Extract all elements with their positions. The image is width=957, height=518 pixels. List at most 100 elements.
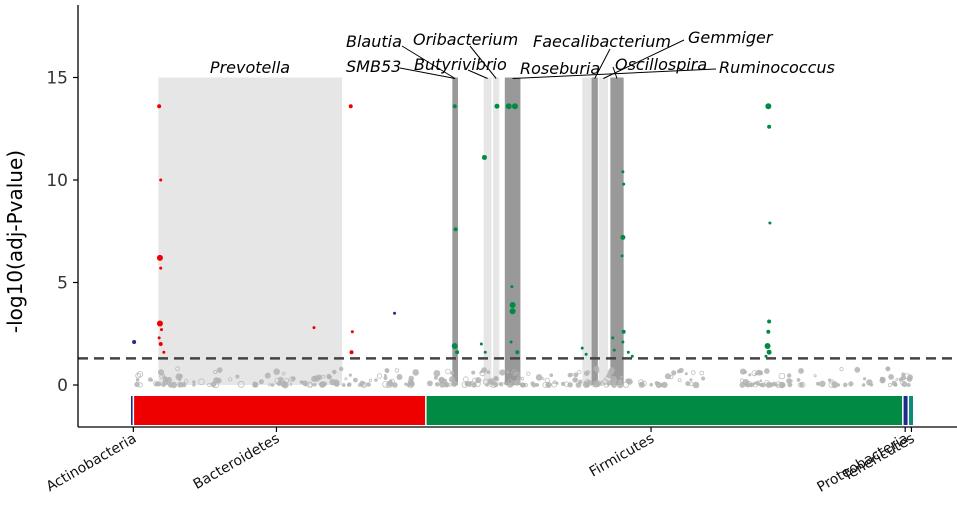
background-point bbox=[192, 383, 196, 387]
leader-line-oscillospira bbox=[612, 66, 618, 79]
background-point bbox=[383, 375, 388, 380]
background-point bbox=[755, 380, 760, 386]
significant-point bbox=[509, 302, 516, 309]
background-point bbox=[862, 377, 867, 381]
background-point bbox=[273, 368, 281, 376]
background-point bbox=[159, 373, 166, 380]
background-point bbox=[322, 381, 328, 387]
phylum-bar bbox=[131, 396, 913, 425]
background-point bbox=[137, 371, 144, 378]
background-point bbox=[207, 382, 212, 387]
background-point bbox=[493, 381, 499, 388]
background-point bbox=[161, 382, 166, 387]
background-point bbox=[753, 381, 757, 385]
genus-label-oscillospira: Oscillospira bbox=[615, 55, 707, 74]
background-point bbox=[551, 381, 558, 388]
background-point bbox=[786, 378, 792, 384]
significant-point bbox=[612, 348, 616, 352]
significant-point bbox=[132, 339, 137, 344]
background-point bbox=[175, 373, 183, 381]
background-point bbox=[879, 377, 886, 384]
background-point bbox=[639, 382, 644, 386]
background-points-layer bbox=[134, 365, 913, 389]
background-point bbox=[819, 380, 826, 387]
background-point bbox=[493, 375, 499, 382]
genus-label-butyrivibrio: Butyrivibrio bbox=[414, 55, 507, 74]
background-point bbox=[274, 377, 281, 385]
background-point bbox=[366, 382, 371, 387]
background-point bbox=[311, 375, 318, 382]
significant-point bbox=[453, 227, 458, 232]
significant-point bbox=[622, 182, 626, 186]
background-point bbox=[276, 380, 282, 386]
leader-line-gemmiger bbox=[603, 39, 685, 79]
significant-point bbox=[611, 336, 615, 340]
significant-point bbox=[483, 350, 487, 354]
background-point bbox=[374, 378, 378, 382]
background-point bbox=[153, 380, 160, 387]
significant-point bbox=[494, 103, 500, 109]
significant-point bbox=[452, 104, 457, 109]
background-point bbox=[888, 373, 894, 380]
significant-point bbox=[767, 124, 772, 129]
background-point bbox=[388, 379, 393, 384]
significant-point bbox=[765, 103, 772, 110]
background-point bbox=[347, 382, 352, 387]
background-point bbox=[575, 378, 578, 382]
background-point bbox=[848, 381, 854, 387]
background-point bbox=[549, 373, 554, 378]
genus-label-roseburia: Roseburia bbox=[520, 59, 600, 78]
phylum-segment-tenericutes bbox=[908, 396, 913, 425]
background-point bbox=[302, 380, 308, 387]
background-point bbox=[482, 378, 489, 385]
significant-point bbox=[767, 319, 772, 324]
background-point bbox=[739, 382, 746, 388]
background-point bbox=[751, 370, 758, 377]
background-point bbox=[506, 370, 510, 374]
background-point bbox=[544, 377, 550, 383]
background-point bbox=[535, 374, 543, 381]
axes bbox=[77, 5, 957, 428]
background-point bbox=[382, 380, 389, 388]
background-point bbox=[433, 369, 441, 377]
background-point bbox=[701, 376, 706, 381]
background-point bbox=[586, 369, 591, 375]
genus-labels: Prevotella Blautia Oribacterium Faecalibact… bbox=[210, 28, 835, 79]
significant-point bbox=[621, 170, 625, 174]
background-point bbox=[569, 372, 574, 377]
background-point bbox=[486, 370, 491, 375]
background-point bbox=[690, 370, 696, 375]
significant-point bbox=[510, 285, 514, 289]
background-point bbox=[678, 367, 684, 373]
x-tick-label-tenericutes: Tenericutes bbox=[839, 431, 917, 485]
background-point bbox=[498, 382, 504, 387]
background-point bbox=[135, 372, 142, 379]
background-point bbox=[312, 382, 317, 387]
background-point bbox=[331, 369, 337, 375]
genus-label-ruminococcus: Ruminococcus bbox=[719, 58, 835, 77]
significant-point bbox=[479, 342, 483, 346]
background-point bbox=[813, 374, 817, 378]
background-point bbox=[659, 383, 664, 387]
background-point bbox=[264, 372, 271, 379]
highlight-blautia bbox=[452, 77, 458, 385]
background-point bbox=[530, 381, 535, 386]
significant-points-layer bbox=[132, 103, 772, 358]
significant-point bbox=[157, 336, 161, 340]
background-point bbox=[438, 377, 445, 384]
highlight-faecalibacterium bbox=[591, 77, 598, 385]
background-point bbox=[499, 369, 506, 376]
background-point bbox=[768, 382, 774, 388]
significant-point bbox=[159, 178, 163, 182]
background-point bbox=[654, 381, 659, 386]
leader-line-butyrivibrio bbox=[467, 69, 488, 79]
significant-point bbox=[451, 343, 458, 350]
highlight-prevotella bbox=[158, 77, 343, 385]
background-point bbox=[664, 373, 672, 380]
background-point bbox=[404, 382, 408, 386]
background-point bbox=[462, 376, 469, 383]
background-point bbox=[481, 367, 487, 373]
background-point bbox=[751, 383, 755, 387]
background-point bbox=[798, 367, 804, 374]
